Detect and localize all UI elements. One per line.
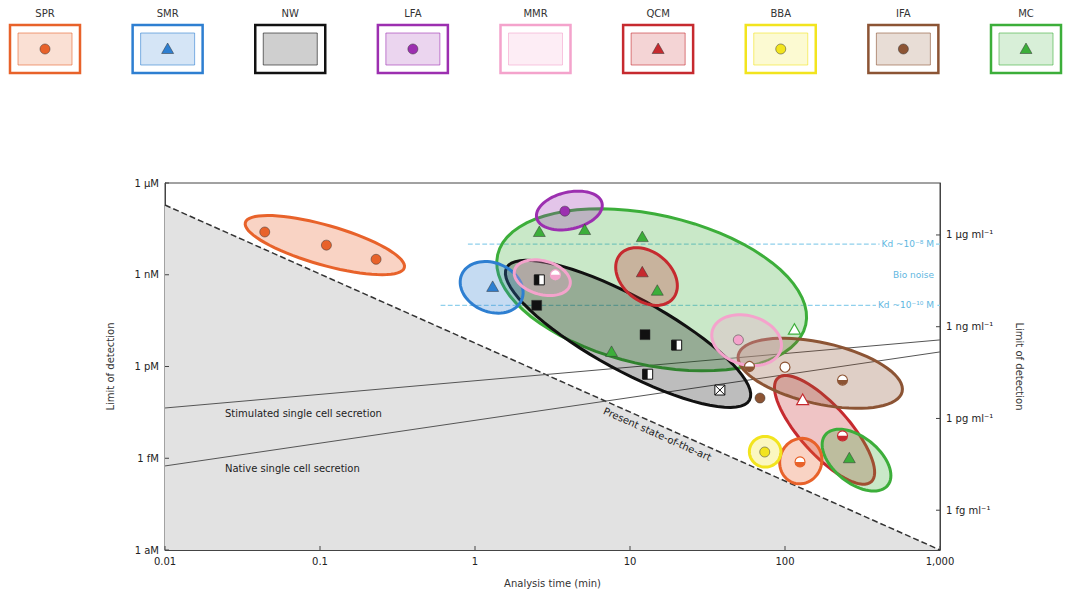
svg-text:1: 1 — [472, 556, 478, 567]
svg-text:Native single cell secretion: Native single cell secretion — [225, 463, 360, 474]
svg-text:1 nM: 1 nM — [134, 269, 159, 280]
svg-text:SMR: SMR — [157, 8, 179, 19]
svg-text:1 fg ml⁻¹: 1 fg ml⁻¹ — [946, 505, 990, 516]
svg-text:10: 10 — [624, 556, 637, 567]
svg-text:1 μg ml⁻¹: 1 μg ml⁻¹ — [946, 229, 993, 240]
svg-text:Limit of detection: Limit of detection — [105, 322, 116, 410]
svg-text:1 pM: 1 pM — [134, 361, 159, 372]
svg-text:1 fM: 1 fM — [137, 453, 159, 464]
svg-text:SPR: SPR — [35, 8, 54, 19]
svg-text:QCM: QCM — [646, 8, 669, 19]
svg-text:1 μM: 1 μM — [134, 178, 159, 189]
svg-text:MC: MC — [1018, 8, 1034, 19]
svg-text:0.01: 0.01 — [154, 556, 176, 567]
svg-text:0.1: 0.1 — [312, 556, 328, 567]
svg-text:IFA: IFA — [896, 8, 911, 19]
svg-text:Stimulated single cell secreti: Stimulated single cell secretion — [225, 408, 382, 419]
svg-text:LFA: LFA — [404, 8, 421, 19]
svg-text:Present state-of-the-art: Present state-of-the-art — [602, 405, 713, 463]
svg-text:1 pg ml⁻¹: 1 pg ml⁻¹ — [946, 413, 993, 424]
svg-text:BBA: BBA — [770, 8, 791, 19]
svg-text:Kd ~10⁻¹⁰ M: Kd ~10⁻¹⁰ M — [878, 300, 934, 310]
svg-text:MMR: MMR — [523, 8, 547, 19]
svg-text:Limit of detection: Limit of detection — [1014, 322, 1025, 410]
svg-text:100: 100 — [775, 556, 794, 567]
svg-text:1 ng ml⁻¹: 1 ng ml⁻¹ — [946, 321, 993, 332]
svg-text:NW: NW — [282, 8, 299, 19]
svg-text:Kd ~10⁻⁸ M: Kd ~10⁻⁸ M — [882, 239, 934, 249]
svg-text:Analysis time (min): Analysis time (min) — [504, 578, 601, 589]
svg-text:Bio noise: Bio noise — [893, 270, 934, 280]
svg-text:1 aM: 1 aM — [135, 545, 159, 556]
svg-text:1,000: 1,000 — [926, 556, 955, 567]
